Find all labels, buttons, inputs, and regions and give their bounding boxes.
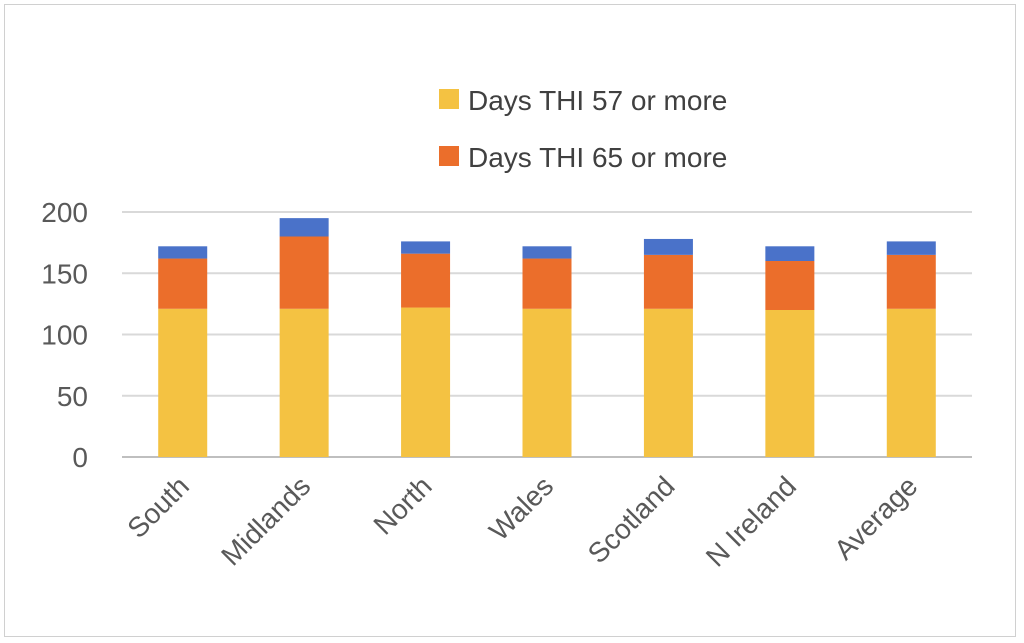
bar-south-series-2 — [158, 258, 208, 309]
bar-wales-series-3 — [522, 246, 572, 259]
x-tick-label-north: North — [367, 470, 437, 540]
legend-swatch-series-1 — [439, 89, 459, 109]
bar-n-ireland-series-2 — [765, 261, 815, 310]
y-tick-label-0: 0 — [72, 442, 88, 473]
bar-scotland-series-2 — [643, 254, 693, 309]
bar-wales-series-1 — [522, 308, 572, 457]
bar-midlands-series-3 — [279, 218, 329, 237]
y-tick-label-50: 50 — [57, 381, 88, 412]
y-tick-label-100: 100 — [41, 320, 88, 351]
legend: Days THI 57 or more Days THI 65 or more — [439, 85, 727, 173]
bar-average-series-3 — [886, 241, 936, 255]
legend-swatch-series-2 — [439, 146, 459, 166]
y-axis-tick-labels: 0 50 100 150 200 — [41, 197, 88, 473]
bar-midlands-series-2 — [279, 236, 329, 309]
bar-n-ireland-series-3 — [765, 246, 815, 261]
bars — [158, 218, 936, 457]
x-tick-label-scotland: Scotland — [582, 470, 681, 569]
bar-average-series-2 — [886, 254, 936, 309]
y-tick-label-150: 150 — [41, 258, 88, 289]
bar-scotland-series-1 — [643, 308, 693, 457]
bar-n-ireland-series-1 — [765, 310, 815, 457]
bar-average-series-1 — [886, 308, 936, 457]
bar-midlands-series-1 — [279, 308, 329, 457]
legend-label-series-2: Days THI 65 or more — [468, 142, 727, 173]
legend-label-series-1: Days THI 57 or more — [468, 85, 727, 116]
x-tick-label-wales: Wales — [483, 470, 559, 546]
x-tick-label-n-ireland: N Ireland — [700, 470, 802, 572]
x-tick-label-south: South — [121, 470, 195, 544]
x-tick-label-midlands: Midlands — [215, 470, 316, 571]
x-axis-tick-labels: South Midlands North Wales Scotland N Ireland… — [121, 470, 923, 572]
bar-scotland-series-3 — [643, 238, 693, 255]
x-tick-label-average: Average — [828, 470, 923, 565]
bar-south-series-3 — [158, 246, 208, 259]
bar-north-series-3 — [401, 241, 451, 254]
bar-north-series-2 — [401, 253, 451, 308]
bar-north-series-1 — [401, 307, 451, 457]
bar-south-series-1 — [158, 308, 208, 457]
bar-wales-series-2 — [522, 258, 572, 309]
y-tick-label-200: 200 — [41, 197, 88, 228]
